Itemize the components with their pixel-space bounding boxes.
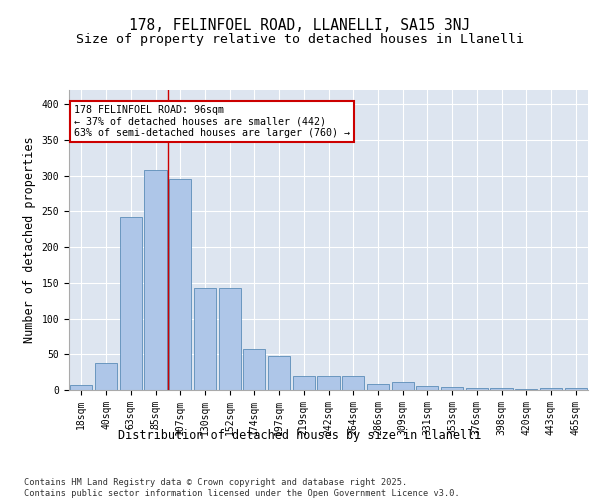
Bar	[293, 376, 315, 390]
Bar	[243, 350, 265, 390]
Bar	[490, 388, 512, 390]
Bar	[392, 382, 414, 390]
Bar	[416, 386, 439, 390]
Bar	[169, 180, 191, 390]
Bar	[95, 363, 117, 390]
Bar	[441, 387, 463, 390]
Text: 178, FELINFOEL ROAD, LLANELLI, SA15 3NJ: 178, FELINFOEL ROAD, LLANELLI, SA15 3NJ	[130, 18, 470, 32]
Text: 178 FELINFOEL ROAD: 96sqm
← 37% of detached houses are smaller (442)
63% of semi: 178 FELINFOEL ROAD: 96sqm ← 37% of detac…	[74, 105, 350, 138]
Text: Contains HM Land Registry data © Crown copyright and database right 2025.
Contai: Contains HM Land Registry data © Crown c…	[24, 478, 460, 498]
Bar	[367, 384, 389, 390]
Bar	[119, 217, 142, 390]
Text: Size of property relative to detached houses in Llanelli: Size of property relative to detached ho…	[76, 32, 524, 46]
Bar	[342, 376, 364, 390]
Bar	[317, 376, 340, 390]
Bar	[145, 170, 167, 390]
Bar	[565, 388, 587, 390]
Bar	[466, 388, 488, 390]
Bar	[540, 388, 562, 390]
Bar	[194, 288, 216, 390]
Bar	[70, 385, 92, 390]
Bar	[218, 288, 241, 390]
Text: Distribution of detached houses by size in Llanelli: Distribution of detached houses by size …	[118, 428, 482, 442]
Bar	[268, 356, 290, 390]
Y-axis label: Number of detached properties: Number of detached properties	[23, 136, 36, 344]
